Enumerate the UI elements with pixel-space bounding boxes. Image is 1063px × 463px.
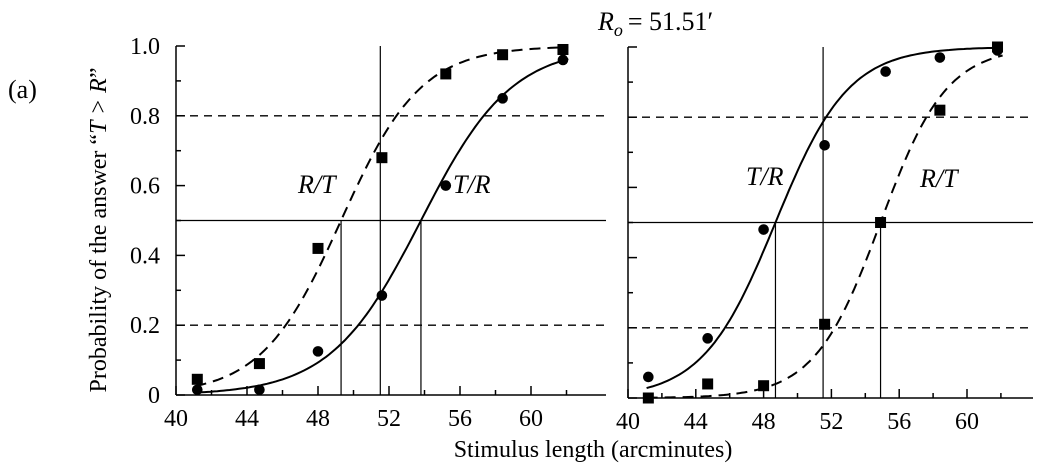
right-x-tick-label: 44 <box>684 409 708 435</box>
left-tr-label: T/R <box>453 170 491 199</box>
top-annotation-symbol: R <box>597 7 614 36</box>
right-tr-label: T/R <box>746 162 784 191</box>
right-x-tick-label: 48 <box>752 409 776 435</box>
right-rt-point <box>934 104 946 116</box>
top-annotation: Ro = 51.51′ <box>597 7 713 40</box>
left-rt-point <box>253 358 265 370</box>
right-rt-fit-curve <box>646 54 1003 399</box>
right-tr-fit-curve <box>646 46 1003 390</box>
right-tr-point <box>934 52 946 63</box>
left-tr-point <box>440 180 452 191</box>
left-tr-fit-curve <box>195 58 569 394</box>
left-y-tick-label: 1.0 <box>130 34 160 60</box>
left-rt-label: R/T <box>297 170 337 199</box>
right-x-tick-label: 52 <box>819 409 843 435</box>
right-x-tick-label: 40 <box>616 409 640 435</box>
left-x-tick-label: 40 <box>164 406 188 432</box>
left-x-tick-label: 52 <box>377 406 401 432</box>
x-axis-label: Stimulus length (arcminutes) <box>454 437 733 463</box>
left-tr-point <box>192 384 203 396</box>
left-y-tick-label: 0.2 <box>130 313 160 339</box>
left-tr-point <box>497 93 508 104</box>
right-tr-point <box>819 139 830 151</box>
right-x-tick-label: 56 <box>887 409 911 435</box>
right-panel: 40 44 48 52 56 60 T/R R/T <box>616 41 1033 435</box>
left-x-tick-label: 44 <box>235 406 259 432</box>
left-y-tick-label: 0.6 <box>130 174 160 200</box>
left-tr-point <box>376 290 388 301</box>
right-tr-point <box>702 333 713 344</box>
left-y-tick-label: 0.8 <box>130 104 160 130</box>
left-x-tick-label: 60 <box>519 406 543 432</box>
left-rt-point <box>497 49 509 61</box>
right-rt-point <box>875 217 887 228</box>
left-rt-point <box>557 43 569 55</box>
y-axis-label-prefix: Probability of the answer “ <box>86 134 112 393</box>
left-rt-point <box>191 373 203 385</box>
left-rt-point <box>376 152 388 164</box>
left-y-tick-label: 0.4 <box>130 243 160 269</box>
right-rt-point <box>819 318 831 330</box>
right-tr-point <box>643 371 654 383</box>
left-rt-fit-curve <box>195 46 569 388</box>
y-axis-label-math: T > R <box>86 78 112 134</box>
y-axis-label-suffix: ” <box>86 67 112 78</box>
top-annotation-subscript: o <box>614 20 623 40</box>
left-rt-point <box>312 242 324 254</box>
right-rt-point <box>992 41 1004 53</box>
top-annotation-value: = 51.51′ <box>628 7 713 36</box>
right-rt-label: R/T <box>919 164 959 193</box>
right-x-tick-label: 60 <box>955 409 979 435</box>
y-axis-label: Probability of the answer “T > R” <box>86 67 112 392</box>
left-tr-point <box>312 346 324 357</box>
right-rt-point <box>758 380 770 392</box>
left-rt-point <box>440 68 452 80</box>
left-x-tick-label: 56 <box>448 406 472 432</box>
right-rt-point <box>702 378 714 390</box>
left-tr-point <box>254 384 265 396</box>
left-x-tick-label: 48 <box>306 406 330 432</box>
left-tr-point <box>557 54 569 66</box>
right-tr-point <box>880 66 891 77</box>
right-tr-point <box>758 224 769 235</box>
left-panel: 0 0.2 0.4 0.6 0.8 1.0 40 44 48 52 56 60 R/T T/R <box>130 34 606 432</box>
panel-label: (a) <box>8 75 37 104</box>
left-y-tick-label: 0 <box>148 383 160 409</box>
right-rt-point <box>642 392 654 404</box>
